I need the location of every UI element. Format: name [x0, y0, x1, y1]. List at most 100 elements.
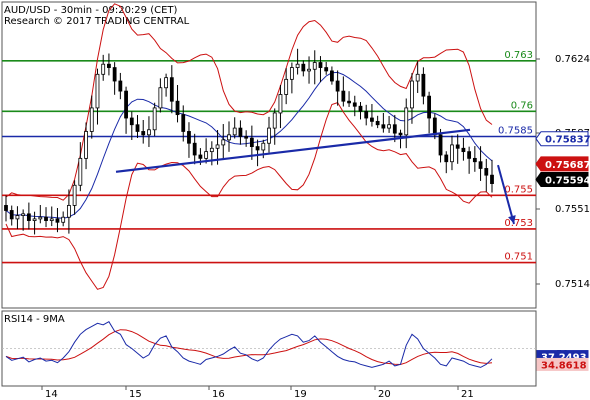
candle-body — [84, 131, 88, 159]
rsi-value-tag — [536, 357, 589, 371]
candle-body — [89, 107, 94, 132]
candle-body — [187, 131, 191, 144]
candle-body — [467, 151, 472, 159]
key-level-label: 0.751 — [504, 252, 533, 263]
chart-title: AUD/USD - 30min - 09:20:29 (CET) — [4, 5, 178, 16]
candle-body — [438, 134, 443, 156]
candle-body — [387, 124, 391, 129]
candle-body — [324, 67, 329, 72]
bollinger-lower — [5, 101, 493, 290]
candle-body — [107, 63, 111, 68]
candle-body — [421, 73, 426, 97]
bollinger-upper — [5, 3, 493, 201]
bollinger-bands — [5, 3, 493, 290]
price-tick-label: 0.7624 — [555, 54, 590, 65]
rsi-line — [5, 321, 493, 368]
candle-body — [221, 139, 226, 146]
candle-body — [55, 218, 60, 223]
candle-body — [484, 168, 489, 176]
candle-body — [284, 78, 289, 95]
key-level-label: 0.753 — [504, 218, 533, 229]
candle-body — [335, 80, 340, 92]
candle-body — [38, 216, 43, 220]
moving-average — [5, 71, 493, 219]
key-level-label: 0.763 — [504, 50, 533, 61]
candle-body — [472, 157, 477, 163]
candle-body — [175, 100, 180, 116]
candle-body — [21, 213, 26, 216]
price-tick-label: 0.7514 — [555, 279, 590, 290]
key-level-label: 0.76 — [511, 100, 533, 111]
candle-body — [490, 174, 494, 184]
candle-body — [295, 63, 300, 68]
candle-body — [278, 94, 283, 114]
trendline-group — [115, 128, 516, 225]
date-tick-label: 19 — [294, 389, 307, 400]
candle-body — [164, 77, 168, 89]
candle-body — [192, 142, 197, 156]
date-tick-label: 20 — [378, 389, 391, 400]
candle-body — [330, 70, 334, 82]
candle-body — [158, 87, 163, 109]
candle-body — [289, 67, 294, 80]
candle-body — [312, 62, 317, 70]
rsi-title: RSI14 - 9MA — [4, 314, 65, 325]
candle-body — [49, 218, 54, 221]
candle-body — [169, 77, 174, 102]
rsi-value-label: 34.8618 — [541, 360, 587, 371]
candle-body — [261, 142, 266, 151]
candle-body — [450, 144, 454, 163]
candle-body — [147, 129, 151, 136]
candle-body — [66, 205, 71, 218]
candle-body — [255, 146, 260, 151]
candle-body — [272, 112, 277, 129]
candle-body — [61, 216, 66, 223]
candle-body — [364, 110, 369, 119]
chart-copyright: Research © 2017 TRADING CENTRAL — [4, 16, 190, 27]
candle-body — [410, 80, 414, 109]
candle-body — [26, 213, 31, 221]
candle-body — [72, 184, 77, 206]
candle-body — [141, 131, 146, 136]
date-tick-label: 15 — [129, 389, 142, 400]
candle-body — [244, 136, 249, 139]
candle-body — [215, 144, 220, 149]
price-tag-label: 0.75594 — [545, 176, 590, 187]
price-axis: 0.7624 0.7587 0.7551 0.7514 — [536, 54, 590, 290]
rsi-lines — [2, 321, 536, 368]
price-tag-label: 0.75837 — [545, 135, 590, 146]
moving-average-line — [5, 71, 493, 219]
key-level-label: 0.755 — [504, 184, 533, 195]
candle-body — [232, 127, 237, 136]
date-axis: 14 15 16 19 20 21 — [41, 386, 474, 400]
candle-body — [238, 127, 243, 137]
date-tick-label: 14 — [45, 389, 58, 400]
candle-body — [461, 147, 466, 153]
candle-body — [135, 124, 140, 132]
candle-body — [9, 210, 14, 220]
candle-body — [95, 73, 100, 109]
candle-body — [227, 134, 231, 141]
candle-body — [15, 215, 20, 220]
price-tag — [535, 131, 589, 147]
candle-body — [112, 67, 117, 82]
candle-body — [318, 62, 323, 68]
candle-body — [381, 124, 386, 129]
candle-body — [358, 105, 363, 112]
candle-body — [32, 218, 37, 221]
candle-body — [398, 132, 403, 136]
key-level-label: 0.7585 — [498, 126, 533, 137]
candle-body — [44, 216, 48, 221]
price-tag — [535, 172, 589, 188]
candle-body — [392, 124, 397, 134]
candle-body — [455, 144, 460, 149]
projection-arrow-shaft — [497, 164, 515, 225]
candle-body — [78, 157, 83, 186]
candle-body — [415, 73, 420, 82]
candle-body — [478, 161, 483, 169]
candle-body — [352, 102, 357, 107]
candle-body — [152, 107, 157, 131]
